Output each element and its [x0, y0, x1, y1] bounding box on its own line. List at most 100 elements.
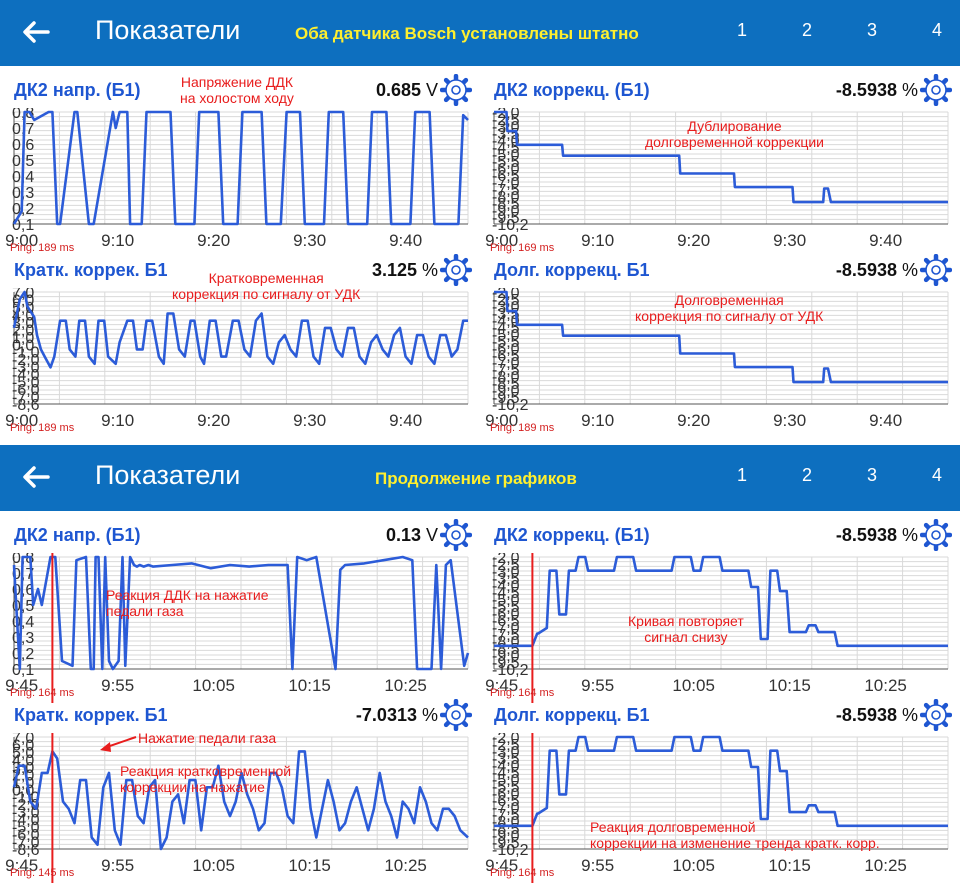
- panel-o2-voltage[interactable]: ДК2 напр. (Б1) 0.685 V 0,8 0,7 0,6 0,5 0,4 0,3…: [0, 70, 480, 258]
- y-tick-label: -5,0: [492, 327, 520, 344]
- y-tick-label: -8,5: [492, 376, 520, 393]
- x-tick-label: 9:55: [581, 676, 614, 695]
- chart: 7,06,05,04,03,02,01,00,0-1,0-2,0-3,0-4,0…: [5, 288, 469, 430]
- gear-icon[interactable]: [920, 254, 952, 286]
- panel-value: 0.13 V: [385, 525, 438, 545]
- series-line: [12, 290, 468, 369]
- gear-hub: [451, 710, 461, 720]
- ping-label: Ping: 189 ms: [10, 242, 75, 254]
- app-bar: Показатели Оба датчика Bosch установлены…: [0, 0, 960, 66]
- y-tick-label: -6,0: [12, 382, 40, 399]
- tab-1[interactable]: 1: [736, 465, 747, 485]
- panel-title: Долг. коррекц. Б1: [494, 260, 650, 280]
- panel-o2-correction[interactable]: ДК2 коррекц. (Б1) -8.5938% -2,0 -2,5 -3,0-…: [480, 70, 960, 258]
- x-tick-label: 10:05: [672, 856, 715, 875]
- x-tick-label: 10:05: [192, 856, 235, 875]
- y-tick-label: -9,5: [492, 655, 520, 672]
- gear-teeth: [440, 519, 472, 551]
- header-note: Оба датчика Bosch установлены штатно: [295, 24, 639, 43]
- y-tick-label: -6,0: [492, 606, 520, 623]
- gear-teeth: [920, 699, 952, 731]
- back-arrow-icon[interactable]: [18, 14, 54, 50]
- y-tick-label: -6,0: [492, 341, 520, 358]
- y-tick-label: -4,0: [492, 133, 520, 150]
- y-tick-label: -5,0: [12, 375, 40, 392]
- y-tick-label: -7,0: [492, 175, 520, 192]
- chart: -2,0-2,5-3,0-3,5-4,0-4,5-5,0-5,5-6,0-6,5…: [485, 733, 949, 883]
- y-tick-label: -10,2: [492, 217, 529, 234]
- x-tick-label: 9:55: [581, 856, 614, 875]
- y-tick-label: -6,5: [492, 348, 520, 365]
- tab-2[interactable]: 2: [801, 20, 812, 40]
- tab-2[interactable]: 2: [801, 465, 812, 485]
- x-tick-label: 9:30: [293, 231, 326, 250]
- y-tick-label: -2,0: [12, 352, 40, 369]
- panel-value: 3.125%: [371, 260, 438, 280]
- header-note: Продолжение графиков: [375, 469, 577, 488]
- y-tick-label: -5,5: [492, 599, 520, 616]
- y-tick-label: -1,0: [12, 345, 40, 362]
- tab-3[interactable]: 3: [866, 465, 877, 485]
- y-tick-label: 5,0: [12, 745, 34, 762]
- panel-long-trim[interactable]: Долг. коррекц. Б1 -8.5938% -2,0 -2,5 -3,0-…: [480, 695, 960, 883]
- y-tick-label: -5,5: [492, 779, 520, 796]
- y-tick-label: -9,0: [492, 828, 520, 845]
- panel-short-trim[interactable]: Кратк. коррек. Б1 -7.0313% 7,0 6,0 5,0 4,0 3…: [0, 695, 480, 883]
- x-tick-label: 9:00: [485, 231, 518, 250]
- back-arrow-icon[interactable]: [18, 459, 54, 495]
- y-tick-label: -3,0: [12, 805, 40, 822]
- x-tick-label: 10:05: [672, 676, 715, 695]
- annotation: Реакция ДДК на нажатие педали газа: [106, 587, 269, 619]
- gear-icon[interactable]: [920, 699, 952, 731]
- x-tick-label: 9:00: [5, 411, 38, 430]
- panel-title: Кратк. коррек. Б1: [14, 260, 168, 280]
- y-tick-label: -5,5: [492, 154, 520, 171]
- y-tick-label: -10,2: [492, 842, 529, 859]
- y-tick-label: 6,0: [12, 737, 34, 754]
- panel-o2-voltage[interactable]: ДК2 напр. (Б1) 0.13 V 0,8 0,7 0,6 0,5 0,4 0,3 0…: [0, 515, 480, 703]
- x-tick-label: 9:30: [773, 411, 806, 430]
- gear-icon[interactable]: [920, 74, 952, 106]
- x-tick-label: 9:20: [197, 411, 230, 430]
- annotation: Кратковременная коррекция по сигналу от У…: [172, 270, 361, 302]
- panel-short-trim[interactable]: Кратк. коррек. Б1 3.125% 7,0 6,0 5,0 4,0 3,0…: [0, 250, 480, 438]
- y-tick-label: -5,0: [12, 820, 40, 837]
- gear-teeth: [440, 254, 472, 286]
- panel-title: Долг. коррекц. Б1: [494, 705, 650, 725]
- y-tick-label: 0,0: [12, 337, 34, 354]
- series-line: [494, 555, 948, 648]
- gear-icon[interactable]: [920, 519, 952, 551]
- chart: 7,06,05,04,03,02,01,00,0-1,0-2,0-3,0-4,0…: [5, 733, 469, 883]
- x-tick-label: 9:20: [197, 231, 230, 250]
- panel-o2-correction[interactable]: ДК2 коррекц. (Б1) -8.5938% -2,0 -2,5 -3,0-…: [480, 515, 960, 703]
- tab-4[interactable]: 4: [931, 20, 942, 40]
- gear-icon[interactable]: [440, 699, 472, 731]
- gear-icon[interactable]: [440, 254, 472, 286]
- y-tick-label: -6,5: [492, 613, 520, 630]
- x-tick-label: 9:10: [581, 231, 614, 250]
- x-tick-label: 9:00: [5, 231, 38, 250]
- ping-label: Ping: 164 ms: [490, 867, 555, 879]
- gear-hub: [451, 265, 461, 275]
- series-line: [12, 110, 469, 226]
- chart: 0,80,70,60,50,40,30,20,19:45 9:55 10:05 10:…: [5, 553, 470, 703]
- tab-3[interactable]: 3: [866, 20, 877, 40]
- y-tick-label: -4,5: [492, 140, 520, 157]
- y-tick-label: 1,0: [12, 330, 34, 347]
- gear-icon[interactable]: [440, 74, 472, 106]
- ping-label: Ping: 164 ms: [490, 687, 555, 699]
- series-line: [12, 750, 469, 851]
- x-tick-label: 9:45: [5, 856, 38, 875]
- tab-1[interactable]: 1: [736, 20, 747, 40]
- gear-teeth: [920, 74, 952, 106]
- y-tick-label: -3,0: [492, 564, 520, 581]
- panel-long-trim[interactable]: Долг. коррекц. Б1 -8.5938% -2,0 -2,5 -3,0-…: [480, 250, 960, 438]
- chart: 0,80,70,60,50,40,30,20,19:00 9:10 9:20 9:30…: [5, 108, 469, 250]
- y-tick-label: -4,0: [492, 313, 520, 330]
- gear-icon[interactable]: [440, 519, 472, 551]
- tab-4[interactable]: 4: [931, 465, 942, 485]
- y-tick-label: 2,0: [12, 322, 34, 339]
- y-tick-label: -2,5: [492, 737, 520, 754]
- y-tick-label: -9,0: [492, 648, 520, 665]
- y-tick-label: -3,5: [492, 751, 520, 768]
